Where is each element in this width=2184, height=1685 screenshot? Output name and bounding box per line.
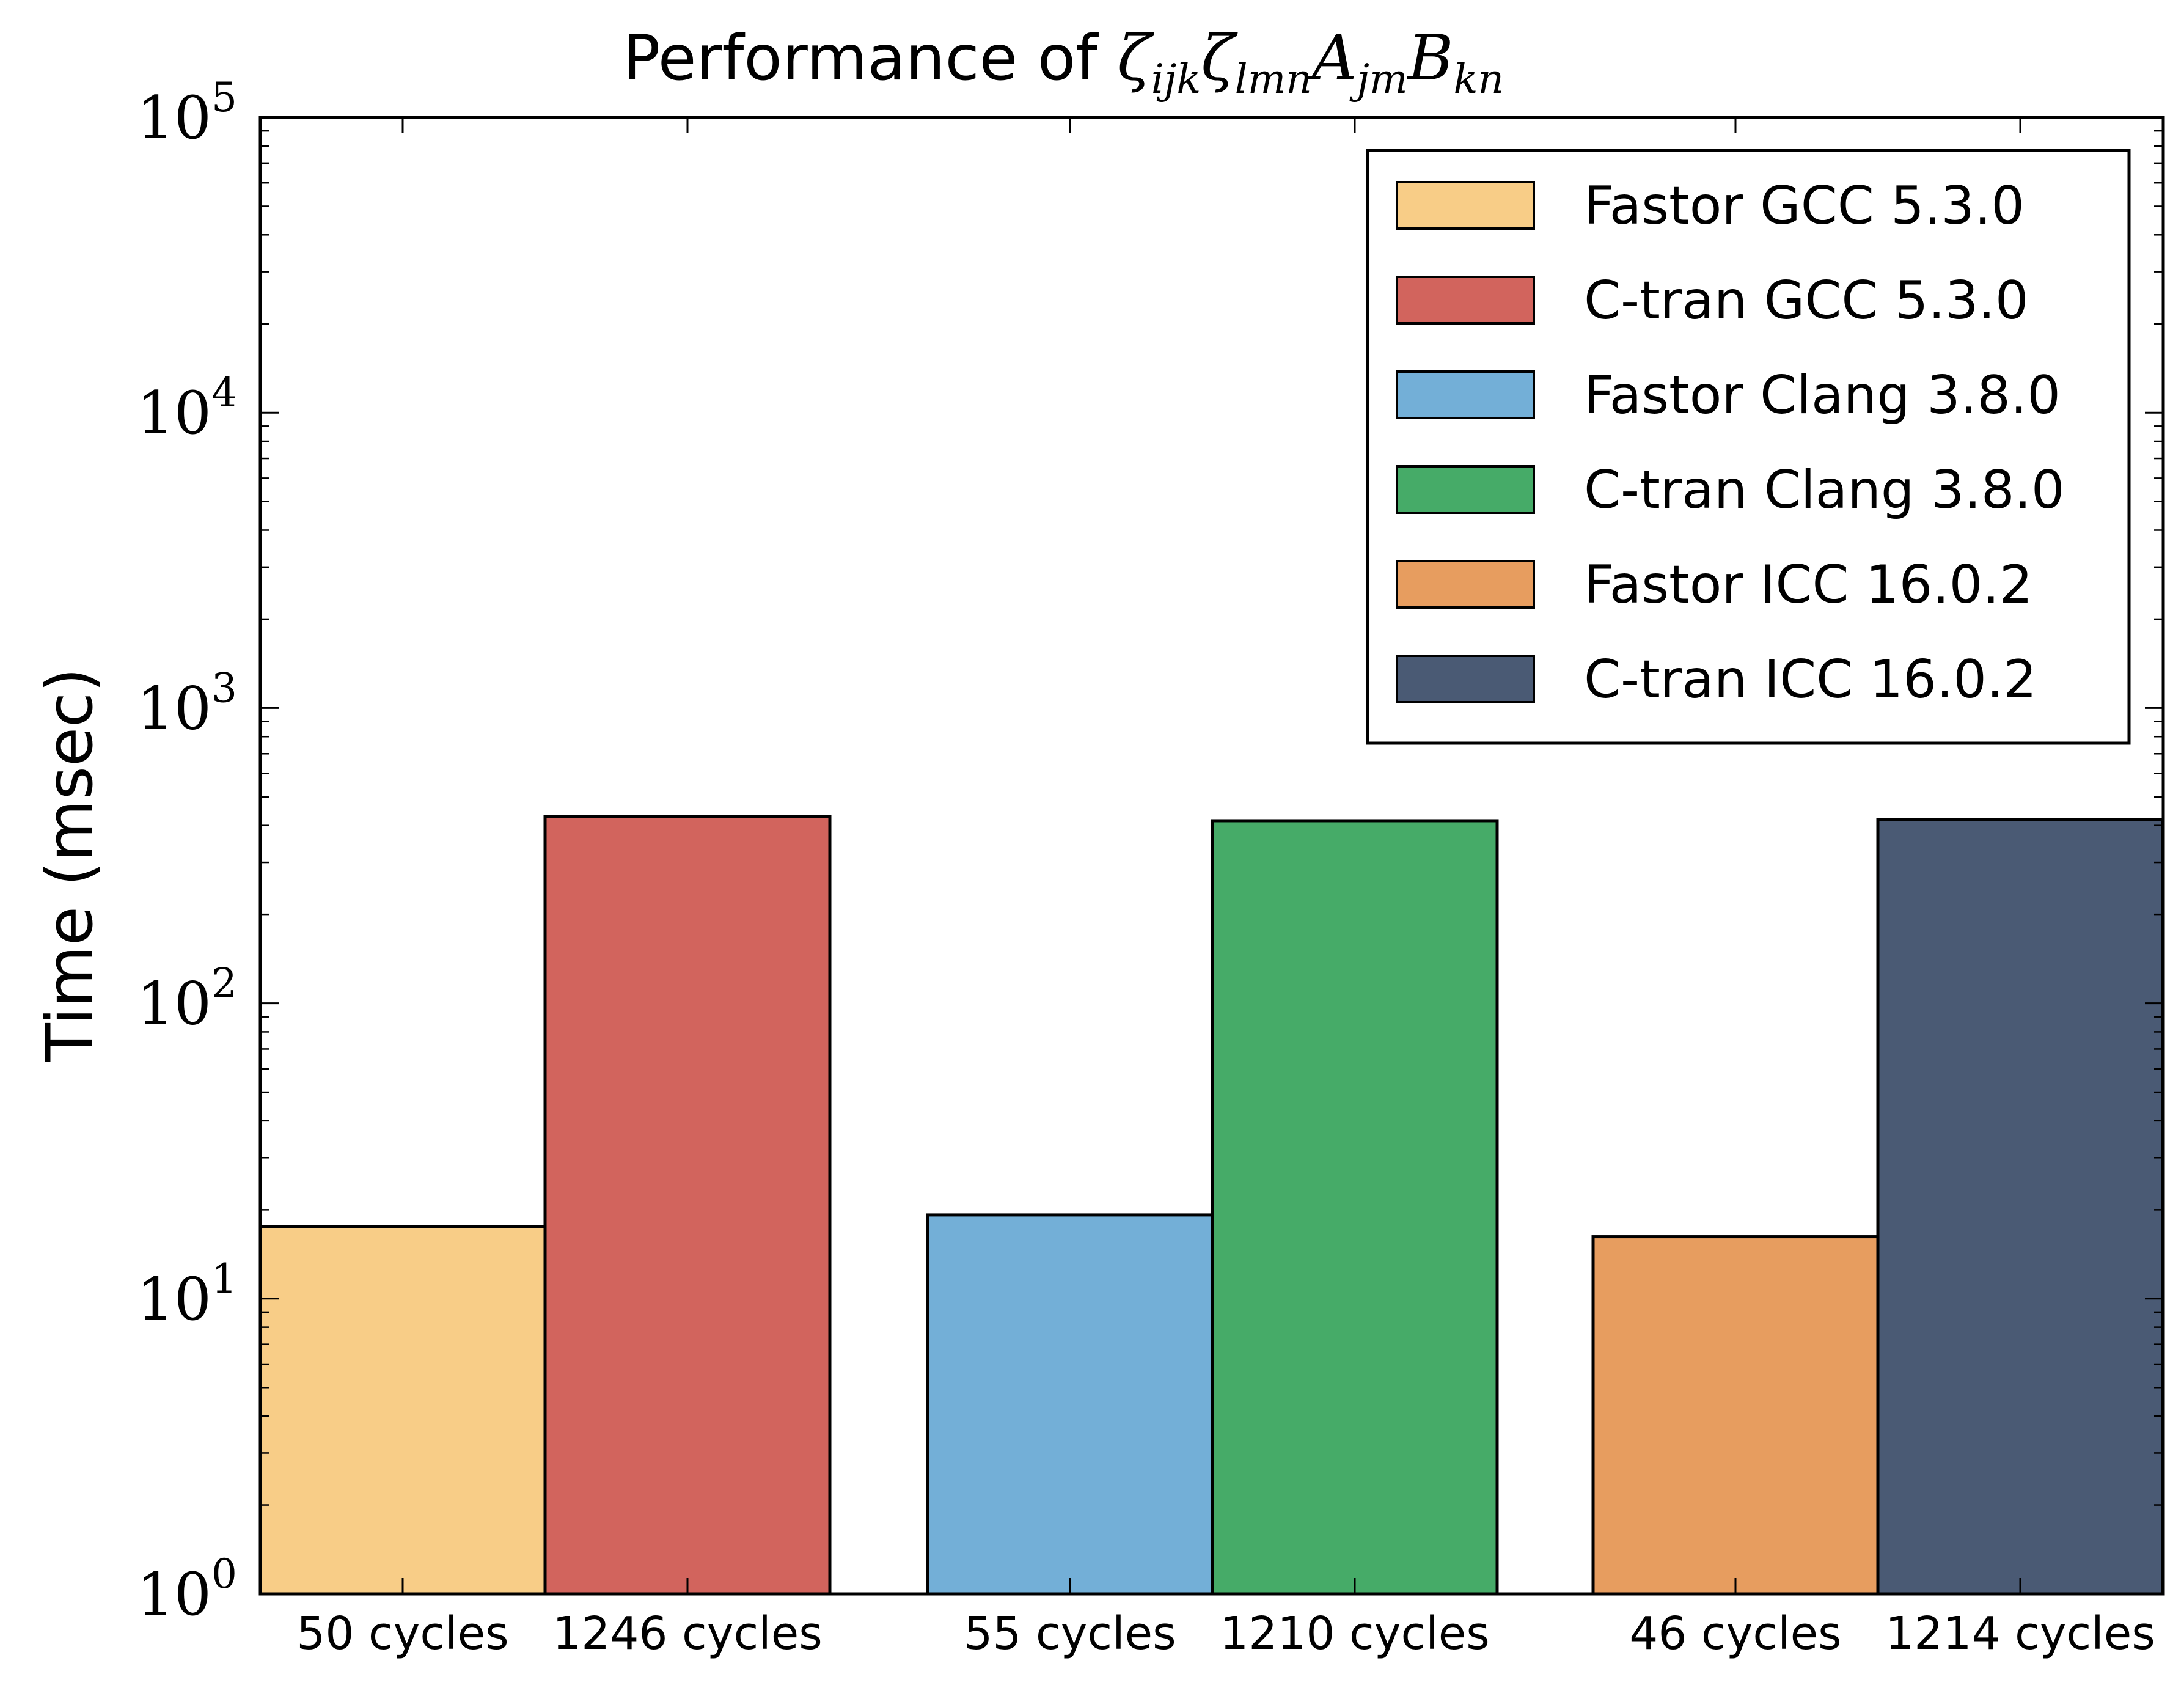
bars-layer [258, 815, 2164, 1596]
x-tick-label-3: 55 cycles [964, 1607, 1176, 1660]
legend-label-1: Fastor GCC 5.3.0 [1584, 175, 2025, 237]
y-tick-label-4: 104 [137, 369, 237, 447]
y-tick-label-2: 102 [137, 960, 237, 1038]
chart-title-prefix: Performance of [623, 22, 1118, 95]
legend-swatch-3 [1396, 370, 1535, 419]
legend-frame [1366, 149, 2131, 745]
x-tick-label-5: 46 cycles [1629, 1607, 1842, 1660]
x-tick-label-4: 1210 cycles [1220, 1607, 1490, 1660]
legend-swatch-4 [1396, 465, 1535, 514]
bar-4 [1211, 819, 1499, 1596]
x-tick-label-6: 1214 cycles [1885, 1607, 2155, 1660]
bar-1 [258, 1225, 547, 1596]
x-tick-label-1: 50 cycles [296, 1607, 509, 1660]
legend-swatch-1 [1396, 181, 1535, 230]
x-tick-labels: 50 cycles 1246 cycles 55 cycles 1210 cycles… [296, 1607, 2155, 1660]
legend-label-4: C-tran Clang 3.8.0 [1584, 460, 2065, 521]
title-term-2-sub: lmn [1235, 56, 1312, 103]
bar-2 [543, 815, 832, 1596]
legend-swatch-2 [1396, 276, 1535, 325]
plot-area-frame [258, 116, 2165, 1596]
legend-label-2: C-tran GCC 5.3.0 [1584, 270, 2029, 331]
legend-label-5: Fastor ICC 16.0.2 [1584, 554, 2032, 615]
y-axis-label: Time (msec) [32, 667, 107, 1062]
bar-3 [926, 1213, 1214, 1596]
bar-5 [1591, 1235, 1880, 1596]
title-term-1-base: ζ [1117, 22, 1154, 95]
y-tick-label-3: 103 [137, 664, 237, 743]
title-term-3-base: A [1307, 22, 1357, 95]
title-term-3-sub: jm [1349, 56, 1408, 103]
bar-6 [1876, 818, 2164, 1596]
title-term-4-base: B [1407, 22, 1454, 95]
title-term-1-sub: ijk [1151, 56, 1201, 103]
y-tick-labels: 100 101 102 103 104 105 [137, 74, 237, 1629]
legend-label-6: C-tran ICC 16.0.2 [1584, 649, 2037, 710]
title-term-4-sub: kn [1454, 56, 1504, 103]
title-term-2-base: ζ [1201, 22, 1238, 95]
x-tick-label-2: 1246 cycles [552, 1607, 823, 1660]
legend-swatch-5 [1396, 560, 1535, 609]
y-tick-label-1: 101 [137, 1255, 237, 1334]
legend-label-3: Fastor Clang 3.8.0 [1584, 365, 2061, 426]
chart-title: Performance of ζijkζlmnAjmBkn [623, 22, 1504, 103]
legend: Fastor GCC 5.3.0 C-tran GCC 5.3.0 Fastor C… [1366, 149, 2131, 745]
y-tick-label-5: 105 [137, 74, 237, 152]
legend-swatch-6 [1396, 655, 1535, 703]
y-tick-label-0: 100 [137, 1551, 237, 1629]
